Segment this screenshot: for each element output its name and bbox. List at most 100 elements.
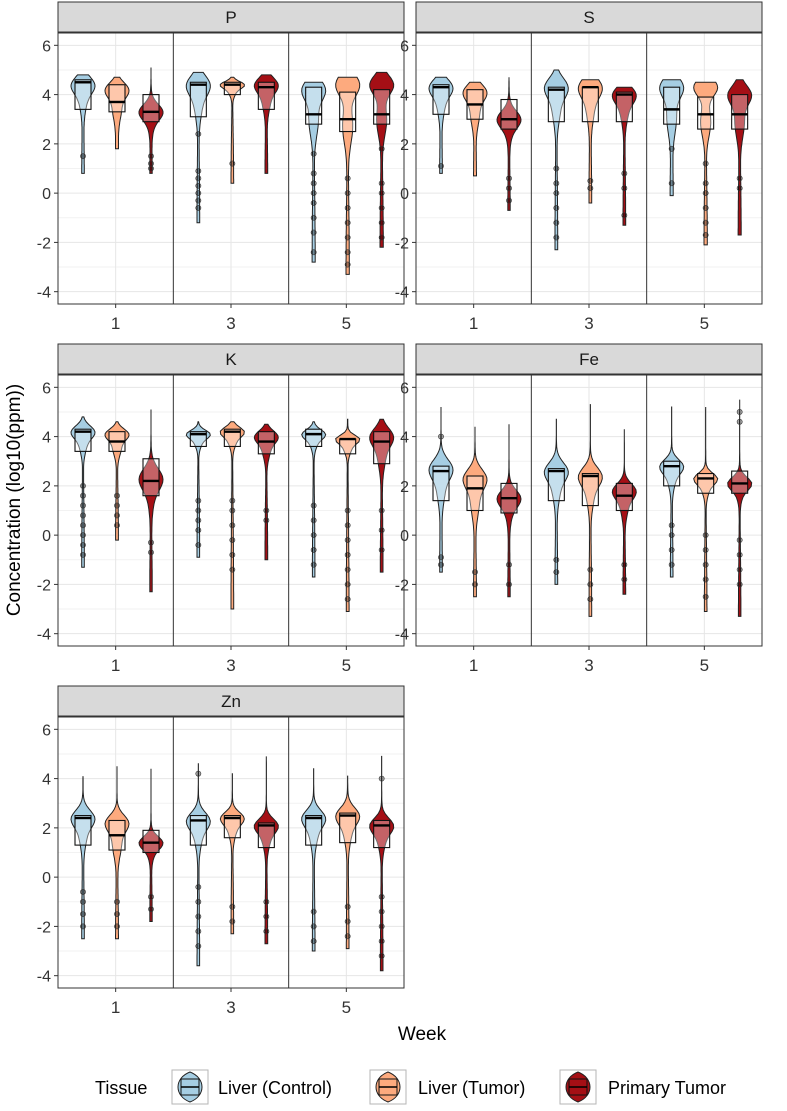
outlier-point: [229, 903, 236, 910]
violin-shape: [462, 426, 488, 598]
outlier-point: [263, 517, 270, 524]
outlier-point: [344, 522, 351, 529]
box: [74, 428, 92, 452]
violin-shape: [104, 766, 130, 940]
y-tick-label: 2: [42, 479, 51, 496]
legend-item-label: Liver (Control): [218, 1078, 332, 1098]
outlier-point: [344, 190, 351, 197]
violin-shape: [138, 67, 164, 174]
violin-zn-week5-t3: [369, 755, 395, 972]
x-tick-label: 1: [469, 656, 478, 675]
box: [108, 84, 126, 113]
x-tick-label: 3: [226, 656, 235, 675]
outlier-point: [114, 522, 120, 529]
violin-shape: [253, 74, 279, 174]
outlier-point: [310, 170, 317, 177]
violin-shape: [70, 416, 96, 568]
outlier-point: [80, 502, 86, 509]
box: [373, 431, 391, 465]
outlier-point: [229, 507, 236, 514]
outlier-point: [344, 918, 351, 925]
outlier-point: [80, 898, 86, 905]
outlier-point: [378, 775, 385, 782]
violin-shape: [659, 79, 685, 197]
outlier-point: [344, 903, 351, 910]
outlier-point: [587, 177, 594, 184]
violin-fe-week5-t2: [693, 406, 719, 612]
x-tick-label: 1: [111, 656, 120, 675]
y-tick-label: -4: [395, 627, 409, 644]
outlier-point: [702, 190, 709, 197]
violin-k-week5-t3: [369, 418, 395, 573]
outlier-point: [310, 249, 317, 256]
outlier-point: [702, 576, 709, 583]
outlier-point: [702, 593, 709, 600]
outlier-point: [114, 923, 120, 930]
y-tick-label: 4: [42, 88, 51, 105]
violin-zn-week3-t1: [185, 763, 211, 967]
outlier-point: [506, 185, 512, 192]
outlier-point: [702, 205, 709, 211]
outlier-point: [668, 547, 675, 553]
outlier-point: [195, 913, 202, 920]
outlier-point: [438, 163, 444, 169]
outlier-point: [736, 185, 743, 192]
outlier-point: [736, 418, 743, 425]
violin-shape: [577, 79, 603, 204]
outlier-point: [195, 197, 202, 204]
violin-shape: [693, 406, 719, 612]
outlier-point: [114, 911, 120, 917]
violin-zn-week1-t1: [70, 776, 96, 940]
outlier-point: [148, 906, 154, 913]
outlier-point: [310, 923, 317, 930]
outlier-point: [438, 554, 444, 561]
outlier-point: [229, 160, 236, 167]
outlier-point: [310, 229, 317, 236]
box: [697, 96, 715, 130]
violin-shape: [543, 418, 569, 585]
violin-s-week1-t1: [428, 76, 454, 174]
outlier-point: [378, 923, 385, 930]
outlier-point: [378, 938, 385, 945]
outlier-point: [506, 197, 512, 204]
box: [731, 470, 749, 494]
y-tick-label: 2: [42, 821, 51, 838]
violin-shape: [301, 421, 327, 578]
violin-shape: [185, 71, 211, 224]
box: [731, 94, 749, 130]
legend-item-3: Primary Tumor: [559, 1069, 726, 1105]
outlier-point: [229, 522, 236, 529]
outlier-point: [310, 547, 317, 553]
violin-s-week3-t2: [577, 79, 603, 204]
violin-s-week5-t3: [727, 79, 753, 236]
violin-k-week5-t2: [335, 418, 361, 612]
violin-shape: [727, 399, 753, 617]
y-tick-label: 6: [400, 38, 409, 55]
outlier-point: [80, 889, 86, 895]
x-tick-label: 1: [469, 314, 478, 333]
y-tick-label: 0: [42, 528, 51, 545]
x-tick-label: 1: [111, 998, 120, 1017]
outlier-point: [195, 943, 202, 950]
y-tick-label: 6: [42, 38, 51, 55]
outlier-point: [344, 551, 351, 558]
outlier-point: [668, 561, 675, 568]
violin-fe-week3-t1: [543, 418, 569, 585]
violin-shape: [428, 407, 454, 573]
x-tick-label: 5: [700, 656, 709, 675]
y-axis-label: Concentration (log10(ppm)): [4, 384, 25, 616]
violin-p-week1-t3: [138, 67, 164, 174]
outlier-point: [344, 261, 351, 268]
outlier-point: [148, 539, 154, 546]
box: [189, 814, 207, 846]
x-tick-label: 5: [700, 314, 709, 333]
outlier-point: [668, 522, 675, 529]
outlier-point: [80, 512, 86, 519]
violin-shape: [611, 429, 637, 595]
outlier-point: [344, 175, 351, 182]
box: [142, 94, 160, 123]
violin-shape: [219, 76, 245, 184]
y-tick-label: 0: [400, 186, 409, 203]
y-tick-label: 2: [400, 479, 409, 496]
